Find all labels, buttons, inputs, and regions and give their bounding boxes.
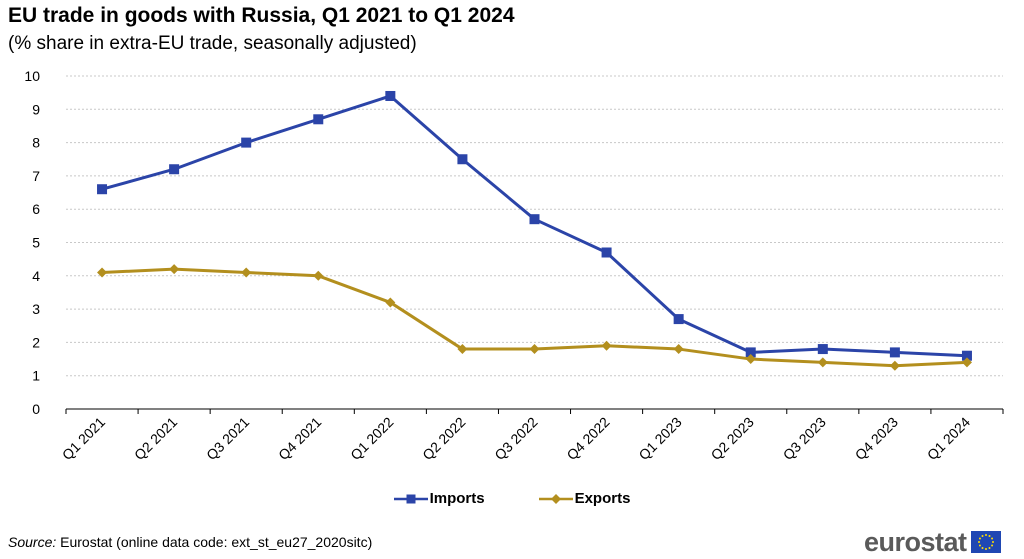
x-tick-label: Q1 2024 xyxy=(924,414,973,463)
source-note: Source: Eurostat (online data code: ext_… xyxy=(8,534,372,550)
y-tick-label: 1 xyxy=(32,368,40,384)
x-tick-label: Q1 2021 xyxy=(59,414,108,463)
data-point-exports xyxy=(97,267,108,278)
y-tick-label: 2 xyxy=(32,334,40,350)
legend-label-imports: Imports xyxy=(429,490,485,507)
data-point-exports xyxy=(385,297,396,308)
x-tick-label: Q4 2023 xyxy=(852,414,901,463)
y-tick-label: 4 xyxy=(32,268,40,284)
data-point-exports xyxy=(673,344,684,355)
legend-label-exports: Exports xyxy=(574,490,631,507)
eurostat-logo: eurostat xyxy=(864,528,1001,556)
data-point-exports xyxy=(817,357,828,368)
x-tick-label: Q3 2023 xyxy=(780,414,829,463)
data-point-imports xyxy=(313,114,324,125)
data-point-exports xyxy=(169,264,180,275)
x-tick-label: Q4 2021 xyxy=(275,414,324,463)
data-point-imports xyxy=(169,164,180,175)
x-tick-label: Q3 2022 xyxy=(491,414,540,463)
eu-flag-icon xyxy=(970,531,1001,553)
data-point-exports xyxy=(745,354,756,365)
y-tick-label: 6 xyxy=(32,201,40,217)
data-point-exports xyxy=(889,360,900,371)
imports-legend-marker-icon xyxy=(393,494,428,503)
x-tick-label: Q1 2022 xyxy=(347,414,396,463)
legend-item-imports: Imports xyxy=(393,490,485,507)
data-point-imports xyxy=(817,344,828,355)
data-point-exports xyxy=(241,267,252,278)
series-line-imports xyxy=(101,94,968,358)
x-tick-label: Q1 2023 xyxy=(635,414,684,463)
source-text: Eurostat (online data code: ext_st_eu27_… xyxy=(60,534,373,550)
x-tick-label: Q3 2021 xyxy=(203,414,252,463)
data-point-exports xyxy=(529,344,540,355)
y-tick-label: 7 xyxy=(32,168,40,184)
y-tick-label: 8 xyxy=(32,135,40,151)
y-tick-label: 0 xyxy=(32,401,40,417)
source-label: Source: xyxy=(8,534,57,550)
legend-item-exports: Exports xyxy=(538,490,631,507)
data-point-imports xyxy=(889,347,900,358)
data-point-exports xyxy=(457,344,468,355)
data-point-exports xyxy=(961,357,972,368)
chart-subtitle: (% share in extra-EU trade, seasonally a… xyxy=(8,33,417,54)
y-tick-label: 10 xyxy=(24,68,40,84)
data-point-imports xyxy=(97,184,108,195)
logo-text: eurostat xyxy=(864,527,967,557)
data-point-imports xyxy=(529,214,540,225)
x-tick-label: Q2 2023 xyxy=(708,414,757,463)
y-tick-label: 9 xyxy=(32,101,40,117)
exports-legend-marker-icon xyxy=(538,493,573,504)
data-point-imports xyxy=(961,350,972,361)
x-tick-label: Q4 2022 xyxy=(563,414,612,463)
legend: Imports Exports xyxy=(0,490,1024,507)
y-tick-label: 3 xyxy=(32,301,40,317)
x-tick-label: Q2 2022 xyxy=(419,414,468,463)
data-point-exports xyxy=(601,340,612,351)
data-point-imports xyxy=(601,247,612,258)
data-point-imports xyxy=(745,347,756,358)
x-tick-label: Q2 2021 xyxy=(131,414,180,463)
y-tick-label: 5 xyxy=(32,235,40,251)
chart-title: EU trade in goods with Russia, Q1 2021 t… xyxy=(8,4,515,27)
data-point-imports xyxy=(673,314,684,325)
data-point-imports xyxy=(457,154,468,165)
data-point-imports xyxy=(241,137,252,148)
data-point-exports xyxy=(313,270,324,281)
data-point-imports xyxy=(385,90,396,101)
